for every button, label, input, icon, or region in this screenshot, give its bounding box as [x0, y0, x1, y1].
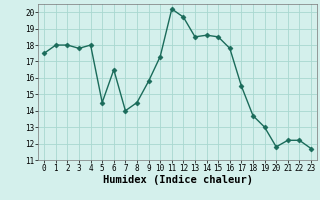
X-axis label: Humidex (Indice chaleur): Humidex (Indice chaleur)	[103, 175, 252, 185]
